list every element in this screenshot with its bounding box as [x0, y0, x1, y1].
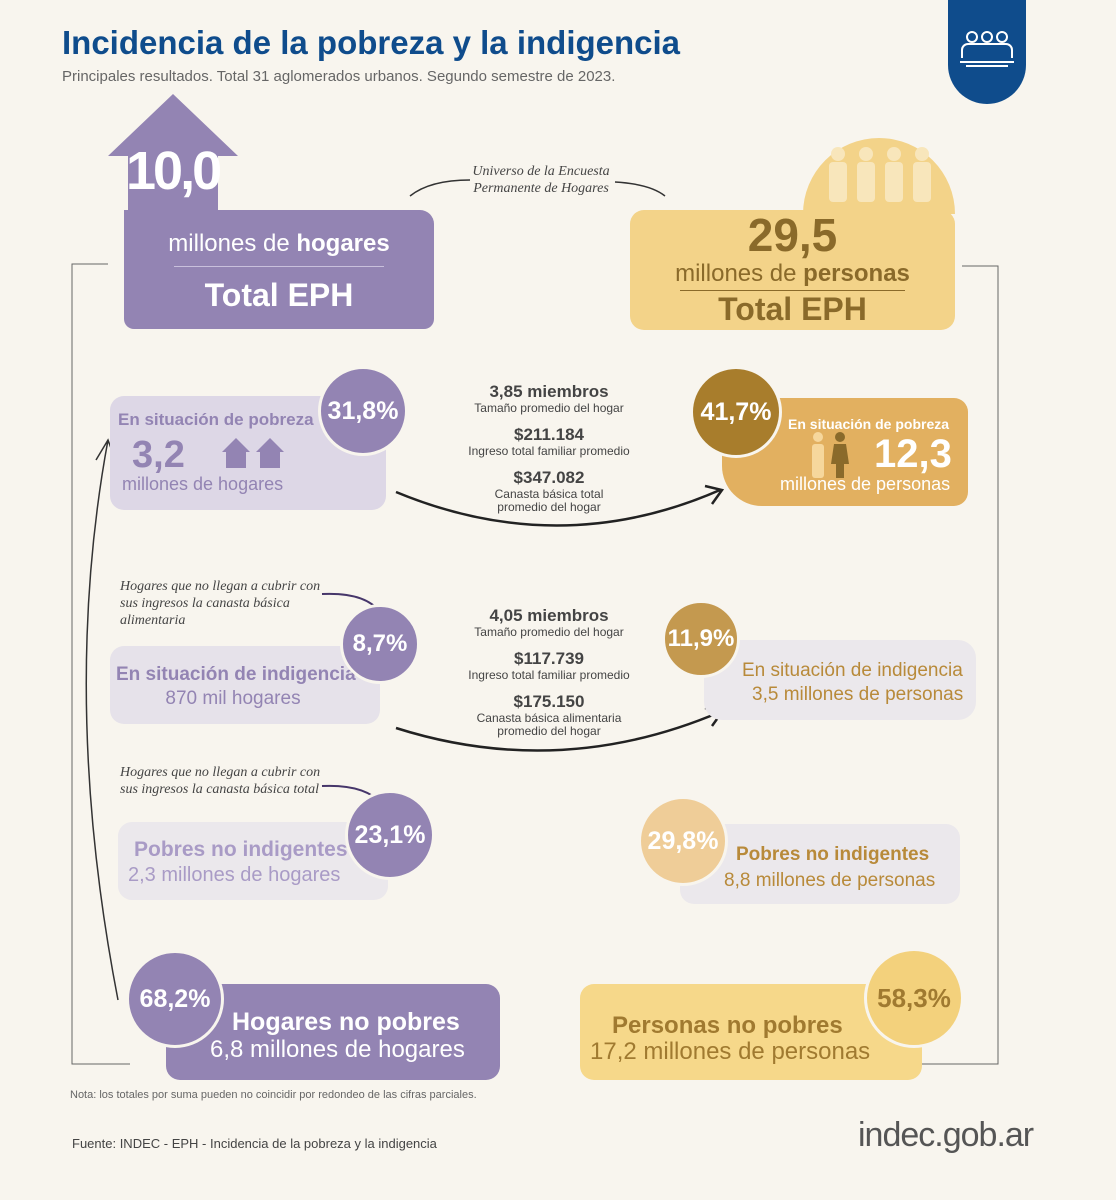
unit-text: millones de — [675, 260, 804, 287]
label: En situación de indigencia — [742, 660, 963, 681]
personas-indigencia-box: En situación de indigencia 3,5 millones … — [704, 640, 976, 720]
label: En situación de pobreza — [118, 410, 314, 429]
label: Personas no pobres — [612, 1012, 843, 1039]
stat-value: $211.184 — [514, 425, 584, 444]
label: Pobres no indigentes — [736, 844, 930, 865]
hogares-no-indigentes-box: Pobres no indigentes 2,3 millones de hog… — [118, 822, 388, 900]
page-title: Incidencia de la pobreza y la indigencia — [62, 24, 681, 61]
stat-value: 3,85 miembros — [489, 382, 609, 401]
pct-circle: 23,1% — [345, 790, 435, 880]
people-group-icon — [948, 0, 1026, 104]
hogares-total-box: millones de hogares Total EPH — [124, 210, 434, 329]
unit-text: millones de — [168, 230, 297, 257]
total-label: Total EPH — [718, 291, 867, 327]
stat-label: Ingreso total familiar promedio — [468, 668, 630, 682]
label: Pobres no indigentes — [134, 838, 348, 861]
indigencia-stats: 4,05 miembros Tamaño promedio del hogar $… — [449, 606, 649, 738]
value: 12,3 — [874, 432, 952, 476]
people-icon — [803, 138, 955, 214]
value: 6,8 millones de hogares — [210, 1036, 465, 1063]
unit-bold: hogares — [296, 230, 390, 257]
pobreza-stats: 3,85 miembros Tamaño promedio del hogar $… — [449, 382, 649, 514]
page-subtitle: Principales resultados. Total 31 aglomer… — [62, 68, 616, 85]
personas-total-box: 29,5 millones de personas Total EPH — [630, 210, 955, 330]
total-label: Total EPH — [204, 277, 354, 313]
indec-logo[interactable]: indec.gob.ar — [858, 1116, 1034, 1154]
label: En situación de indigencia — [116, 664, 356, 685]
pct-circle: 29,8% — [638, 796, 728, 886]
stat-label: Tamaño promedio del hogar — [474, 625, 624, 639]
pct-circle: 8,7% — [340, 604, 420, 684]
value: 8,8 millones de personas — [724, 870, 936, 891]
note: Hogares que no llegan a cubrir con sus i… — [120, 579, 321, 628]
pct-circle: 58,3% — [864, 948, 964, 1048]
house-icon — [108, 94, 238, 212]
universe-label: Universo de la Encuesta Permanente de Ho… — [472, 164, 610, 196]
houses-icon — [222, 438, 284, 468]
stat-label: Tamaño promedio del hogar — [474, 401, 624, 415]
stat-value: $347.082 — [513, 468, 585, 487]
personas-no-pobres-box: Personas no pobres 17,2 millones de pers… — [580, 984, 922, 1080]
label: Hogares no pobres — [232, 1008, 460, 1036]
unit: millones de personas — [780, 474, 951, 494]
stat-value: 4,05 miembros — [489, 606, 609, 625]
label: En situación de pobreza — [788, 416, 950, 432]
value: 2,3 millones de hogares — [128, 864, 341, 886]
stat-value: $117.739 — [514, 649, 584, 668]
source: Fuente: INDEC - EPH - Incidencia de la p… — [72, 1136, 437, 1151]
unit: millones de hogares — [122, 474, 284, 494]
hogares-indigencia-box: En situación de indigencia 870 mil hogar… — [110, 646, 380, 724]
value: 17,2 millones de personas — [590, 1038, 871, 1065]
pct-circle: 41,7% — [690, 366, 782, 458]
note: Hogares que no llegan a cubrir con sus i… — [120, 765, 321, 797]
pct-circle: 31,8% — [318, 366, 408, 456]
stat-label: Ingreso total familiar promedio — [468, 444, 630, 458]
value: 3,2 — [132, 434, 185, 476]
stat-label: Canasta básica alimentaria promedio del … — [476, 711, 622, 738]
value: 870 mil hogares — [165, 688, 301, 709]
value: 3,5 millones de personas — [752, 684, 964, 705]
stat-value: $175.150 — [513, 692, 585, 711]
pct-circle: 11,9% — [662, 600, 740, 678]
personas-total: 29,5 — [747, 209, 838, 261]
stat-label: Canasta básica total promedio del hogar — [494, 487, 604, 514]
people-icon — [812, 432, 849, 478]
pct-circle: 68,2% — [126, 950, 224, 1048]
footnote: Nota: los totales por suma pueden no coi… — [70, 1089, 477, 1101]
hogares-total: 10,0 — [126, 141, 222, 201]
unit-bold: personas — [803, 260, 910, 287]
